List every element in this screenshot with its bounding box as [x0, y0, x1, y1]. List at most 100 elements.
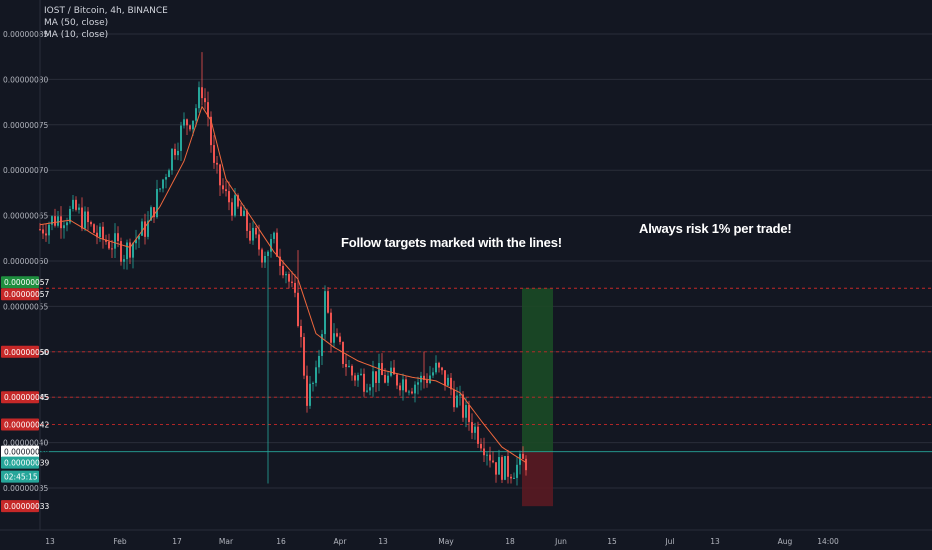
candle-body [156, 189, 158, 218]
price-tag-box [1, 391, 39, 404]
candle-body [174, 148, 176, 156]
candle-body [231, 202, 233, 216]
x-tick-label: 18 [505, 537, 515, 546]
candle-body [393, 367, 395, 375]
candle-body [459, 394, 461, 396]
candle-body [294, 282, 296, 293]
candle-body [255, 227, 257, 235]
candle-body [279, 256, 281, 266]
candle-body [384, 374, 386, 383]
x-tick-label: May [438, 537, 454, 546]
candle-body [519, 453, 521, 465]
candle-body [348, 365, 350, 368]
x-tick-label: 16 [276, 537, 286, 546]
candle-body [315, 367, 317, 383]
candle-body [267, 251, 269, 256]
candle-body [306, 375, 308, 406]
price-tag-box [1, 456, 39, 469]
candle-body [453, 389, 455, 408]
candle-body [345, 363, 347, 368]
candle-body [171, 148, 173, 171]
candle-body [159, 188, 161, 190]
candle-body [213, 145, 215, 163]
price-tag-label: 0.00000042 [4, 420, 50, 429]
candle-body [297, 292, 299, 327]
candle-body [288, 274, 290, 282]
candle-body [426, 379, 428, 383]
x-tick-label: 14:00 [817, 537, 839, 546]
candle-body [516, 464, 518, 478]
candle-body [444, 370, 446, 386]
candle-body [222, 185, 224, 190]
candle-body [468, 405, 470, 423]
candle-body [246, 210, 248, 231]
y-tick-label: 0.00000040 [3, 439, 49, 448]
candle-body [327, 291, 329, 313]
x-tick-label: Apr [334, 537, 348, 546]
candle-body [405, 379, 407, 392]
candle-body [504, 456, 506, 480]
price-tag-label: 02:45:15 [4, 473, 38, 482]
price-tag-box [1, 418, 39, 431]
candle-body [234, 195, 236, 216]
candle-body [48, 224, 50, 236]
candle-body [321, 334, 323, 356]
x-tick-label: 15 [607, 537, 617, 546]
annotation-targets: Follow targets marked with the lines! [341, 235, 562, 250]
price-tag-label: 0.00000057 [4, 278, 50, 287]
price-tag: 0.00000039 [1, 445, 50, 458]
candle-body [102, 226, 104, 240]
price-tag: 0.00000050 [1, 345, 50, 358]
price-tag-box [1, 288, 39, 301]
candle-body [483, 448, 485, 456]
candle-body [90, 222, 92, 225]
candle-body [387, 375, 389, 383]
price-tag-label: 0.00000045 [4, 393, 50, 402]
candle-body [270, 238, 272, 252]
candle-body [141, 221, 143, 236]
candle-body [330, 312, 332, 343]
ma-line [39, 105, 527, 464]
candle-body [372, 371, 374, 388]
candle-body [201, 87, 203, 99]
candle-body [84, 211, 86, 229]
candle-body [411, 391, 413, 394]
candle-body [450, 377, 452, 390]
candle-body [312, 382, 314, 384]
candle-body [60, 216, 62, 229]
price-tag: 0.00000042 [1, 418, 50, 431]
candle-body [324, 291, 326, 335]
candle-body [360, 373, 362, 376]
candle-body [333, 333, 335, 343]
candle-body [354, 375, 356, 381]
candle-body [489, 454, 491, 461]
candle-body [447, 377, 449, 386]
candle-body [168, 170, 170, 178]
candle-body [183, 119, 185, 126]
candle-body [522, 453, 524, 459]
candle-body [429, 375, 431, 383]
candle-body [291, 281, 293, 283]
candle-body [276, 232, 278, 257]
price-tag-label: 0.00000039 [4, 448, 50, 457]
candle-body [423, 375, 425, 380]
price-tag-box [1, 470, 39, 483]
candle-body [261, 249, 263, 263]
candle-body [96, 232, 98, 238]
candle-body [108, 241, 110, 249]
candle-body [300, 326, 302, 338]
x-tick-label: 17 [172, 537, 182, 546]
candle-body [357, 375, 359, 381]
x-tick-label: 13 [378, 537, 388, 546]
candle-body [45, 233, 47, 236]
candle-body [216, 162, 218, 165]
candle-body [165, 177, 167, 180]
candle-body [441, 367, 443, 371]
profit-zone [522, 288, 553, 452]
price-tag-label: 0.00000050 [4, 348, 50, 357]
candle-body [117, 233, 119, 242]
candle-body [432, 372, 434, 376]
y-tick-label: 0.00000075 [3, 121, 49, 130]
candle-body [219, 164, 221, 186]
